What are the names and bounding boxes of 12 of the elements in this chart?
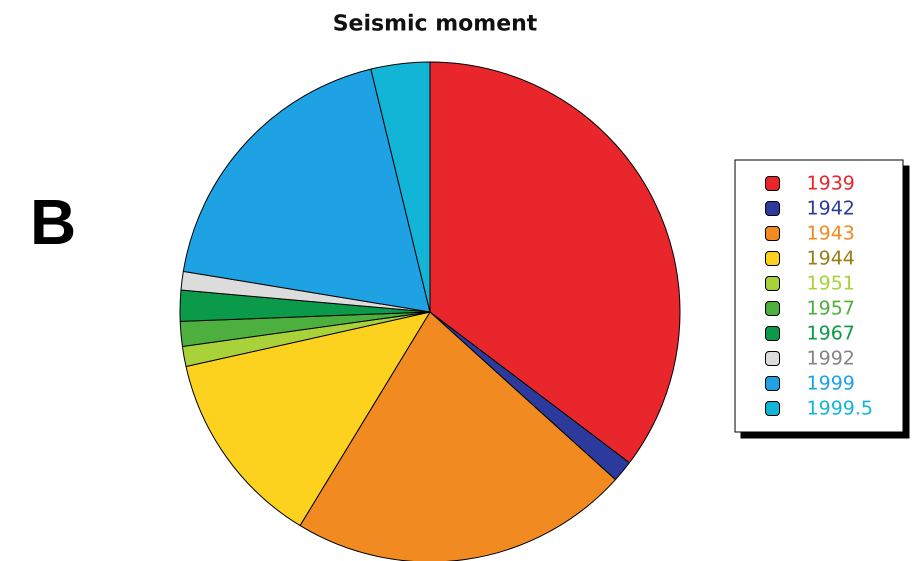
legend-label: 1944 <box>806 248 855 270</box>
chart-title: Seismic moment <box>332 12 538 36</box>
legend-label: 1999 <box>806 372 855 394</box>
legend-label: 1957 <box>806 298 855 320</box>
text: B <box>30 185 76 259</box>
legend-label: 1939 <box>806 172 855 194</box>
legend-label: 1992 <box>806 348 855 370</box>
legend-label: 1951 <box>806 272 855 294</box>
legend-label: 1943 <box>806 222 855 244</box>
legend-label: 1967 <box>806 322 855 344</box>
legend-label: 1942 <box>806 198 855 220</box>
legend-label: 1999.5 <box>806 398 874 420</box>
